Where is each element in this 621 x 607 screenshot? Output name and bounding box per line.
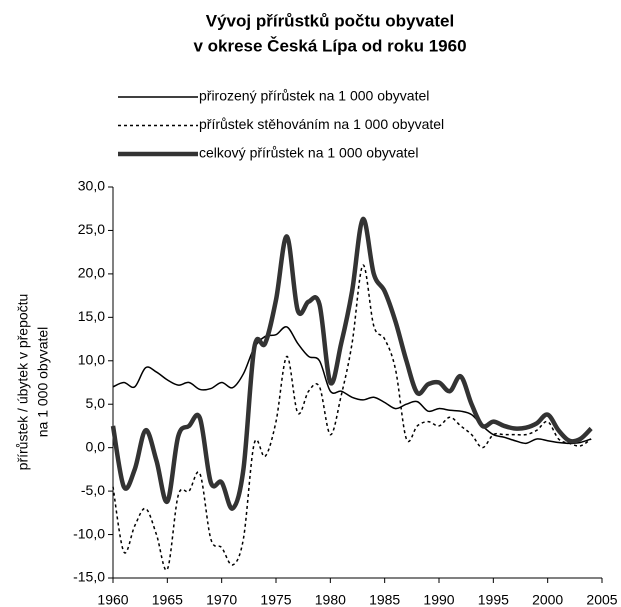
series-line bbox=[110, 216, 593, 511]
y-tick-label: -10,0 bbox=[73, 525, 105, 541]
y-tick-label: 5,0 bbox=[86, 395, 106, 411]
chart-title: v okrese Česká Lípa od roku 1960 bbox=[193, 36, 466, 55]
y-tick-label: 30,0 bbox=[78, 178, 105, 194]
x-tick-label: 1985 bbox=[369, 592, 400, 607]
x-tick-label: 2005 bbox=[586, 592, 617, 607]
chart-title: Vývoj přírůstků počtu obyvatel bbox=[206, 11, 454, 30]
x-tick-label: 1980 bbox=[315, 592, 346, 607]
y-tick-label: -5,0 bbox=[81, 482, 105, 498]
y-tick-label: 10,0 bbox=[78, 351, 105, 367]
x-tick-label: 1990 bbox=[423, 592, 454, 607]
y-tick-label: 15,0 bbox=[78, 308, 105, 324]
x-tick-label: 1960 bbox=[97, 592, 128, 607]
y-tick-label: 20,0 bbox=[78, 265, 105, 281]
series-line bbox=[112, 325, 592, 445]
x-tick-label: 1970 bbox=[206, 592, 237, 607]
y-axis-label: přírůstek / úbytek v přepočtu bbox=[15, 294, 31, 471]
y-axis-title: přírůstek / úbytek v přepočtu na 1 000 o… bbox=[15, 294, 51, 471]
legend-label: přirozený přírůstek na 1 000 obyvatel bbox=[199, 88, 429, 104]
legend-label: přírůstek stěhováním na 1 000 obyvatel bbox=[199, 116, 444, 132]
y-axis-label: na 1 000 obyvatel bbox=[35, 327, 51, 438]
x-tick-label: 1995 bbox=[478, 592, 509, 607]
legend-label: celkový přírůstek na 1 000 obyvatel bbox=[199, 145, 418, 161]
y-tick-label: -15,0 bbox=[73, 569, 105, 585]
x-tick-label: 1975 bbox=[260, 592, 291, 607]
y-tick-label: 25,0 bbox=[78, 221, 105, 237]
x-tick-label: 1965 bbox=[152, 592, 183, 607]
x-tick-label: 2000 bbox=[532, 592, 563, 607]
y-tick-label: 0,0 bbox=[86, 438, 106, 454]
series-line bbox=[112, 264, 592, 571]
